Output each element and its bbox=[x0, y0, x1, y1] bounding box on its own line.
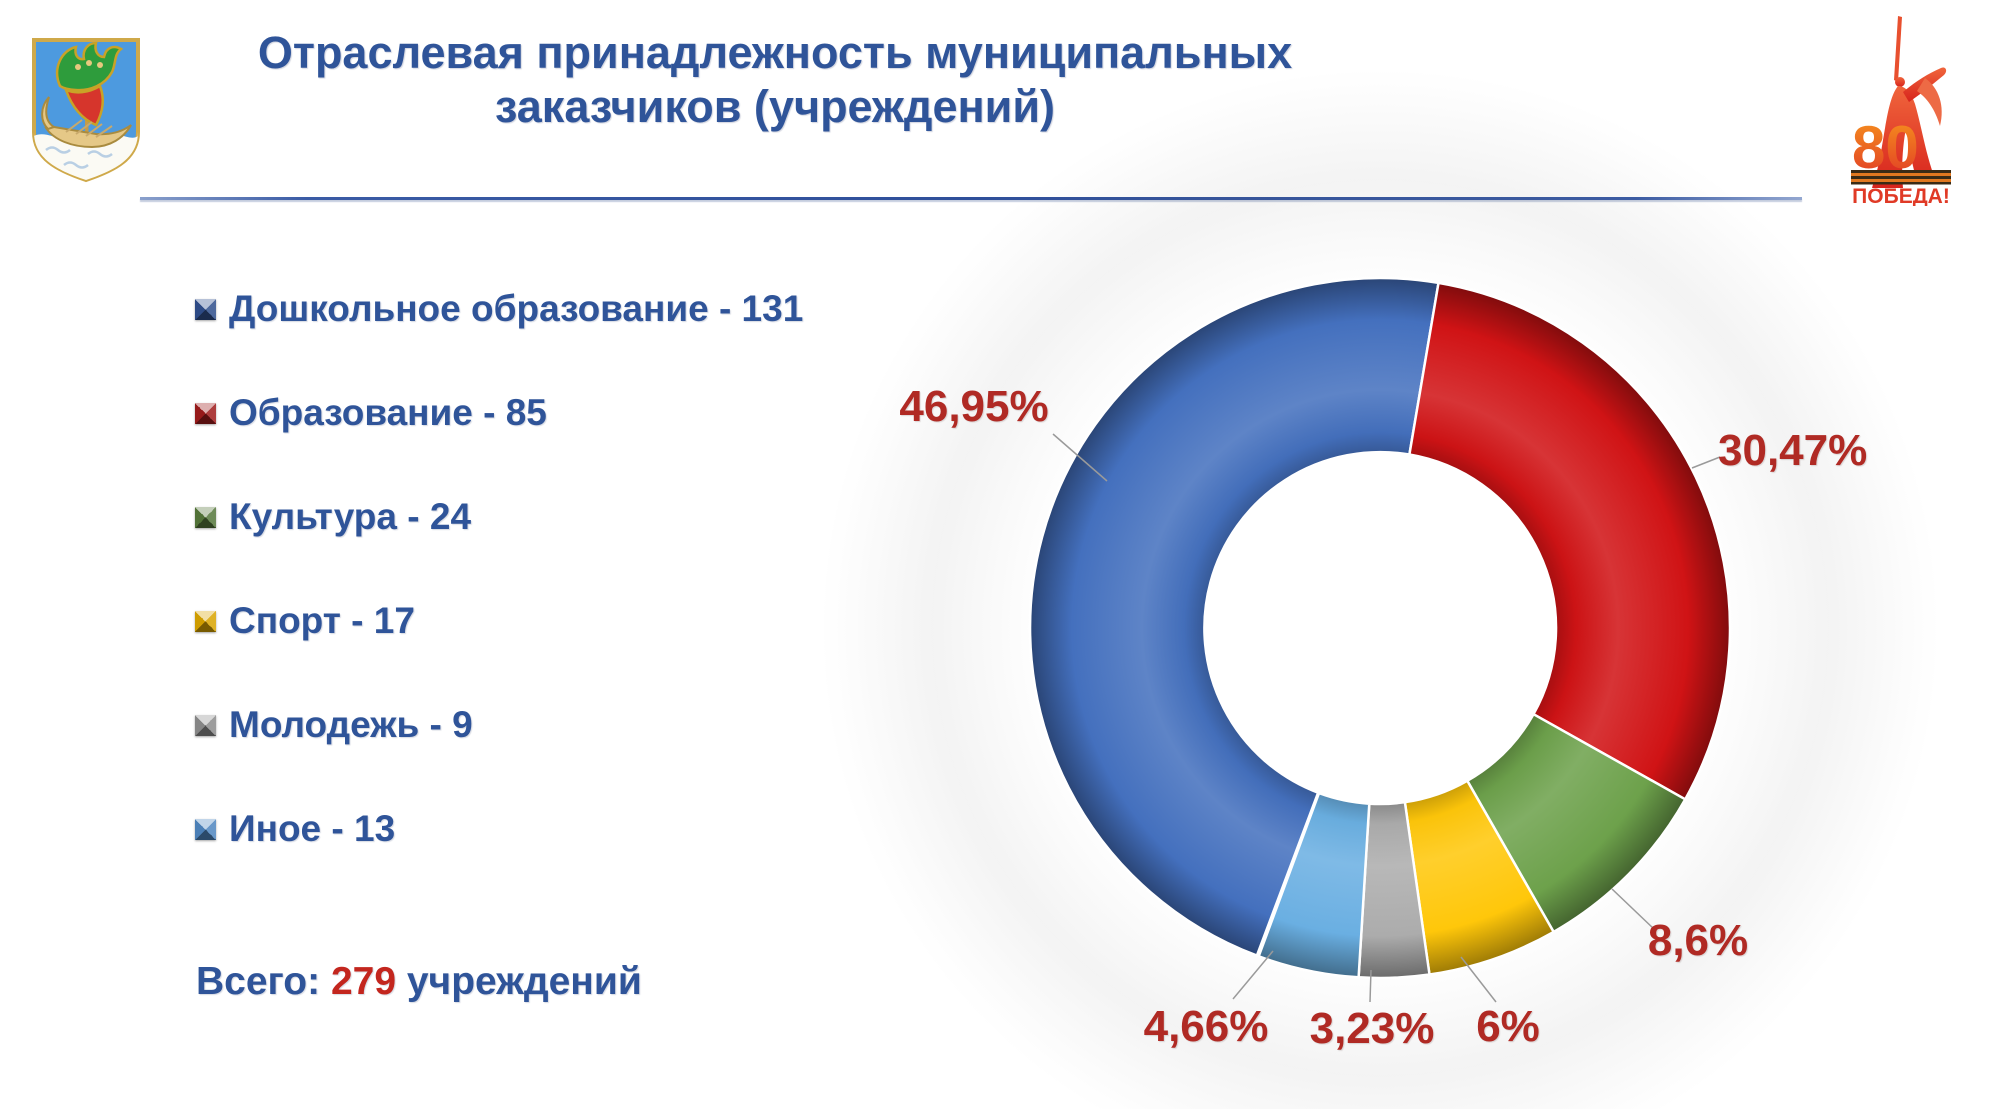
total-text: Всего: 279 учреждений bbox=[196, 960, 642, 1004]
legend-item-label: Дошкольное образование - 131 bbox=[229, 288, 804, 329]
leader-line bbox=[1232, 950, 1274, 1000]
legend-bullet-icon bbox=[195, 714, 216, 736]
legend-item: Спорт - 17 bbox=[195, 598, 415, 644]
percent-label: 6% bbox=[1476, 1002, 1540, 1051]
legend-item: Культура - 24 bbox=[195, 494, 471, 540]
leader-line bbox=[1611, 888, 1656, 931]
legend-item: Иное - 13 bbox=[195, 806, 395, 852]
leader-lines bbox=[1052, 433, 1721, 1003]
waves-icon bbox=[34, 132, 138, 180]
victory-number: 80 bbox=[1852, 114, 1919, 181]
legend-item-label: Образование - 85 bbox=[229, 392, 547, 433]
legend-item: Дошкольное образование - 131 bbox=[195, 286, 803, 332]
percent-label: 8,6% bbox=[1647, 916, 1749, 965]
title-divider bbox=[140, 197, 1802, 200]
legend-bullet-icon bbox=[195, 818, 216, 840]
legend-item-label: Иное - 13 bbox=[229, 808, 396, 849]
total-suffix: учреждений bbox=[406, 960, 642, 1003]
percent-label: 46,95% bbox=[899, 382, 1049, 431]
legend-bullet-icon bbox=[195, 402, 216, 424]
red-sail-icon bbox=[63, 84, 105, 127]
legend-item-label: Молодежь - 9 bbox=[229, 704, 473, 745]
green-sail-icon bbox=[55, 41, 124, 92]
legend-bullet-icon bbox=[195, 610, 216, 632]
leader-line bbox=[1691, 456, 1721, 469]
victory-80-logo: 80 ПОБЕДА! bbox=[1851, 16, 1951, 206]
pie-slice-0 bbox=[1028, 276, 1440, 957]
percent-label: 3,23% bbox=[1309, 1004, 1435, 1053]
pie-slice-5 bbox=[1257, 791, 1371, 979]
legend-item: Молодежь - 9 bbox=[195, 702, 473, 748]
page-title: Отраслевая принадлежность муниципальных … bbox=[257, 27, 1293, 132]
legend-bullet-icon bbox=[195, 506, 216, 528]
boat-bow-icon bbox=[41, 96, 57, 131]
total-value: 279 bbox=[330, 960, 397, 1003]
victory-text: ПОБЕДА! bbox=[1852, 185, 1950, 206]
coat-of-arms-logo bbox=[32, 38, 140, 183]
legend-item: Образование - 85 bbox=[195, 390, 547, 436]
leader-line bbox=[1460, 956, 1497, 1003]
legend-item-label: Культура - 24 bbox=[229, 496, 472, 537]
leader-line bbox=[1052, 433, 1108, 482]
legend-bullet-icon bbox=[195, 298, 216, 320]
percent-label: 4,66% bbox=[1143, 1002, 1269, 1051]
pie-slice-1 bbox=[1408, 281, 1732, 801]
georgian-ribbon-icon bbox=[1851, 170, 1951, 185]
percent-label: 30,47% bbox=[1718, 426, 1868, 475]
chart-area-shading bbox=[820, 68, 1940, 1109]
leader-line bbox=[1369, 969, 1372, 1003]
total-label: Всего: bbox=[196, 960, 321, 1003]
motherland-statue-icon bbox=[1872, 16, 1947, 188]
legend-item-label: Спорт - 17 bbox=[229, 600, 415, 641]
